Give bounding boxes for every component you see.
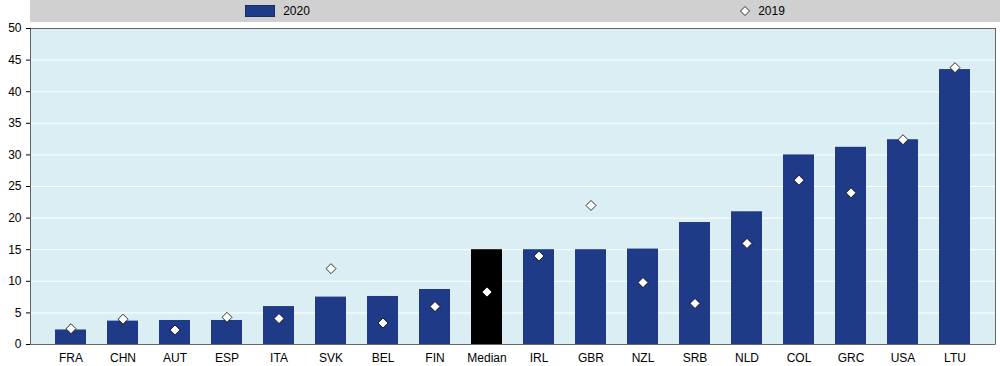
html-text:2020: 2020 [283, 4, 310, 18]
svg-text:LTU: LTU [944, 351, 966, 365]
svg-text:USA: USA [891, 351, 916, 365]
svg-text:CHN: CHN [110, 351, 136, 365]
svg-text:ESP: ESP [215, 351, 239, 365]
svg-text:ITA: ITA [270, 351, 288, 365]
svg-text:25: 25 [8, 179, 22, 193]
svg-text:NLD: NLD [735, 351, 759, 365]
svg-text:10: 10 [8, 274, 22, 288]
svg-text:IRL: IRL [530, 351, 549, 365]
svg-text:5: 5 [15, 306, 22, 320]
svg-text:GRC: GRC [838, 351, 865, 365]
svg-text:NZL: NZL [632, 351, 655, 365]
svg-text:50: 50 [8, 22, 22, 35]
svg-text:30: 30 [8, 148, 22, 162]
svg-text:35: 35 [8, 116, 22, 130]
svg-text:Median: Median [467, 351, 506, 365]
svg-text:20: 20 [8, 211, 22, 225]
svg-text:FRA: FRA [59, 351, 83, 365]
html-text:2019: 2019 [758, 4, 785, 18]
svg-text:SVK: SVK [319, 351, 343, 365]
svg-text:0: 0 [15, 337, 22, 351]
svg-text:45: 45 [8, 53, 22, 67]
svg-text:COL: COL [787, 351, 812, 365]
svg-text:15: 15 [8, 243, 22, 257]
svg-text:AUT: AUT [163, 351, 188, 365]
svg-text:BEL: BEL [372, 351, 395, 365]
svg-text:GBR: GBR [578, 351, 604, 365]
svg-text:SRB: SRB [683, 351, 708, 365]
svg-text:40: 40 [8, 85, 22, 99]
svg-text:FIN: FIN [425, 351, 444, 365]
